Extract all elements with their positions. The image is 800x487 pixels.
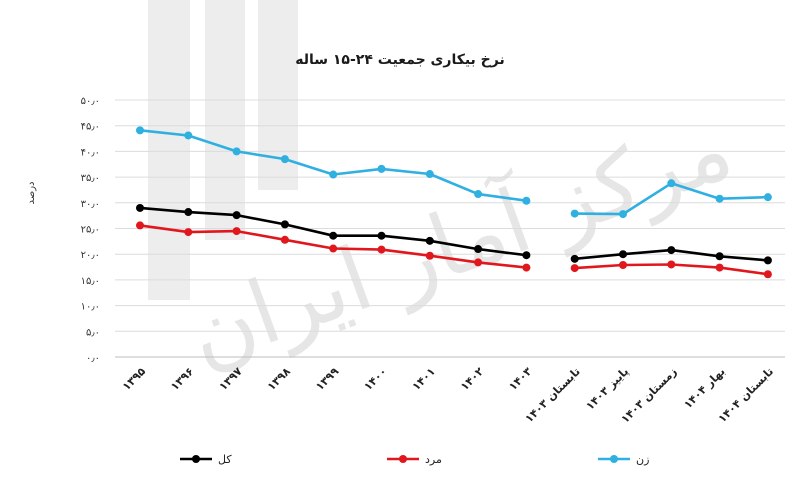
data-point — [232, 211, 241, 220]
series-کل — [136, 203, 772, 265]
data-point — [763, 256, 772, 265]
data-point — [763, 270, 772, 279]
series-مرد — [136, 221, 772, 279]
data-point — [619, 250, 627, 259]
data-point — [667, 246, 676, 255]
data-point — [474, 245, 483, 254]
data-point — [425, 170, 434, 179]
x-tick-label: ۱۳۹۸ — [265, 365, 293, 393]
data-point — [425, 236, 434, 245]
data-point — [280, 235, 289, 244]
legend-marker — [610, 455, 618, 463]
legend-marker — [192, 455, 200, 463]
data-point — [280, 155, 289, 164]
data-point — [619, 210, 627, 219]
data-point — [232, 147, 241, 156]
grid — [115, 99, 785, 358]
data-point — [136, 126, 144, 135]
y-tick-label: ۵۰٫۰ — [81, 96, 100, 107]
series-lines — [136, 126, 772, 279]
data-point — [522, 251, 531, 260]
data-point — [329, 170, 338, 179]
x-tick-label: ۱۴۰۲ — [458, 365, 486, 393]
y-axis-label: درصد — [26, 181, 37, 204]
legend-label: مرد — [425, 453, 442, 466]
data-point — [329, 244, 338, 253]
data-point — [570, 264, 579, 273]
data-point — [619, 260, 627, 269]
y-tick-label: ۲۰٫۰ — [81, 250, 100, 261]
x-tick-label: پاییز ۱۴۰۳ — [583, 365, 631, 413]
watermark-bar-1 — [148, 0, 190, 300]
data-point — [763, 193, 772, 202]
data-point — [667, 179, 676, 188]
x-tick-label: بهار ۱۴۰۴ — [681, 365, 727, 411]
y-tick-label: ۲۵٫۰ — [81, 225, 100, 236]
data-point — [570, 209, 579, 218]
y-tick-label: ۰٫۰ — [86, 353, 100, 364]
x-tick-label: ۱۳۹۶ — [168, 365, 196, 393]
y-tick-label: ۴۰٫۰ — [81, 147, 100, 158]
x-tick-label: ۱۳۹۵ — [120, 365, 148, 393]
data-point — [425, 251, 434, 260]
x-tick-label: ۱۴۰۰ — [361, 365, 389, 393]
series-line — [139, 129, 527, 202]
x-tick-label: ۱۴۰۳ — [506, 365, 534, 393]
data-point — [570, 254, 579, 263]
data-point — [522, 196, 531, 205]
y-tick-label: ۳۰٫۰ — [81, 199, 100, 210]
data-point — [522, 263, 531, 272]
series-زن — [136, 126, 772, 219]
legend-label: کل — [218, 453, 232, 466]
x-tick-label: ۱۴۰۱ — [410, 365, 438, 393]
y-tick-label: ۱۵٫۰ — [81, 276, 100, 287]
chart-title: نرخ بیکاری جمعیت ۲۴-۱۵ ساله — [295, 52, 505, 68]
data-point — [715, 263, 724, 272]
data-point — [377, 164, 386, 173]
data-point — [232, 227, 241, 236]
data-point — [136, 203, 144, 212]
data-point — [184, 208, 193, 217]
y-tick-label: ۴۵٫۰ — [81, 122, 100, 133]
y-tick-label: ۱۰٫۰ — [81, 302, 100, 313]
legend-marker — [399, 455, 407, 463]
data-point — [667, 260, 676, 269]
data-point — [329, 231, 338, 240]
y-tick-labels: ۰٫۰ ۵٫۰ ۱۰٫۰ ۱۵٫۰ ۲۰٫۰ ۲۵٫۰ ۳۰٫۰ ۳۵٫۰ ۴۰٫۰ ۴۵٫۰ ۵۰… — [81, 96, 100, 364]
data-point — [715, 194, 724, 203]
y-tick-label: ۵٫۰ — [86, 327, 100, 338]
data-point — [377, 231, 386, 240]
data-point — [184, 228, 193, 237]
legend-label: زن — [636, 453, 649, 466]
data-point — [377, 245, 386, 254]
y-tick-label: ۳۵٫۰ — [81, 173, 100, 184]
data-point — [280, 220, 289, 229]
x-tick-label: ۱۳۹۹ — [313, 365, 341, 393]
legend: کل مرد زن — [180, 453, 649, 466]
data-point — [136, 221, 144, 230]
data-point — [184, 131, 193, 140]
data-point — [474, 258, 483, 267]
data-point — [474, 190, 483, 199]
data-point — [715, 252, 724, 261]
watermark-bar-2 — [205, 0, 245, 240]
